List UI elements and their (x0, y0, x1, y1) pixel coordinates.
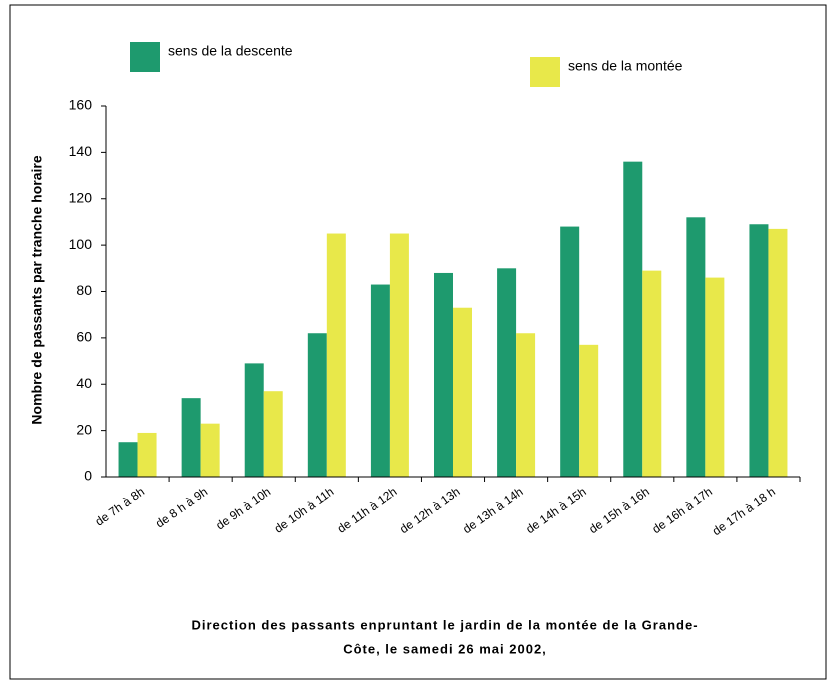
bar (434, 272, 453, 477)
bar (244, 363, 264, 477)
bar (137, 432, 157, 477)
bar (389, 233, 409, 477)
bar (623, 161, 643, 477)
bar (307, 333, 327, 477)
chart-title: Côte, le samedi 26 mai 2002, (343, 641, 547, 656)
y-tick-label: 160 (69, 97, 93, 113)
y-tick-label: 40 (76, 375, 92, 391)
bar (686, 217, 706, 478)
bar (642, 270, 662, 477)
bar (453, 307, 472, 477)
legend-label: sens de la descente (168, 43, 293, 59)
bar (200, 423, 220, 477)
y-tick-label: 120 (69, 189, 93, 205)
bar (768, 228, 788, 477)
legend-swatch (130, 42, 160, 72)
chart-title: Direction des passants enpruntant le jar… (191, 617, 698, 632)
bar (516, 333, 536, 477)
y-tick-label: 100 (69, 236, 93, 252)
y-tick-label: 20 (76, 421, 92, 437)
legend-label: sens de la montée (568, 58, 683, 74)
bar (370, 284, 390, 477)
y-axis-label: Nombre de passants par tranche horaire (29, 155, 45, 424)
bar (560, 226, 580, 477)
y-tick-label: 60 (76, 329, 92, 345)
y-tick-label: 140 (69, 143, 93, 159)
legend-swatch (530, 57, 560, 87)
y-tick-label: 80 (76, 282, 92, 298)
bar (749, 224, 769, 477)
bar (705, 277, 725, 477)
y-tick-label: 0 (84, 468, 92, 484)
bar (326, 233, 346, 477)
bar (263, 391, 283, 477)
bar (497, 268, 517, 477)
bar (181, 398, 201, 477)
bar (118, 442, 138, 477)
bar (579, 344, 599, 477)
